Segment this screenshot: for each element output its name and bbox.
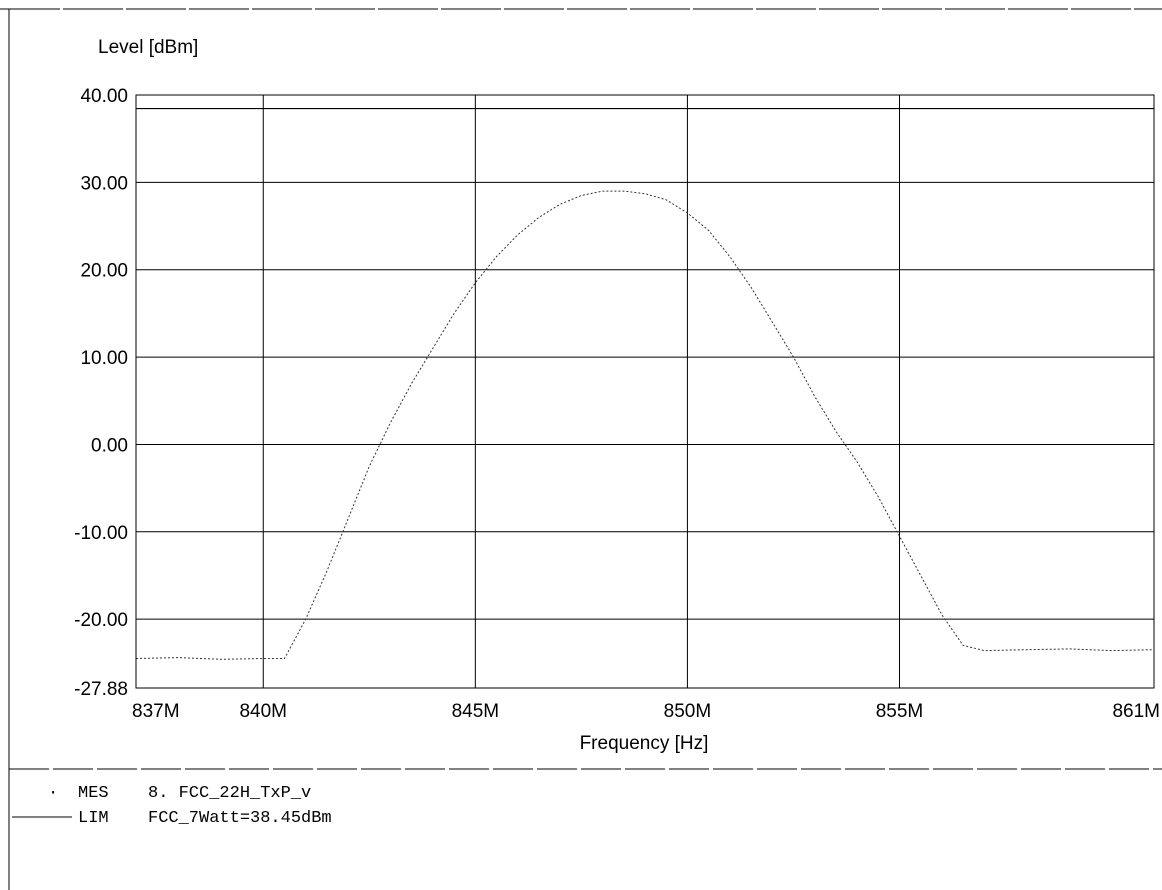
legend-mes-marker: · — [48, 784, 58, 803]
legend: · MES 8. FCC_22H_TxP_v LIM FCC_7Watt=38.… — [12, 784, 332, 828]
tick-labels: 40.00 30.00 20.00 10.00 0.00 -10.00 -20.00 -27.… — [74, 86, 1160, 722]
y-tick-label: 40.00 — [80, 86, 128, 107]
legend-lim-key: LIM — [78, 809, 109, 828]
grid — [136, 95, 1154, 688]
y-tick-label: 0.00 — [91, 435, 128, 456]
y-tick-label: 10.00 — [80, 348, 128, 369]
series-mes-line — [135, 190, 1155, 660]
y-tick-label: -20.00 — [74, 610, 128, 631]
plot-area — [135, 107, 1155, 660]
x-axis-title: Frequency [Hz] — [580, 733, 709, 754]
legend-lim-text: FCC_7Watt=38.45dBm — [148, 809, 332, 828]
y-tick-label: -27.88 — [74, 679, 128, 700]
y-tick-label: 30.00 — [80, 173, 128, 194]
y-tick-label: 20.00 — [80, 261, 128, 282]
x-tick-label: 845M — [452, 701, 500, 722]
y-axis-title: Level [dBm] — [98, 37, 198, 58]
x-tick-label: 850M — [664, 701, 712, 722]
legend-mes-key: MES — [78, 784, 109, 803]
plot-frame — [135, 94, 1155, 689]
legend-mes-text: 8. FCC_22H_TxP_v — [148, 784, 311, 803]
y-tick-label: -10.00 — [74, 523, 128, 544]
x-tick-label: 840M — [239, 701, 287, 722]
x-tick-label: 861M — [1112, 701, 1160, 722]
x-tick-label: 837M — [132, 701, 180, 722]
x-tick-label: 855M — [876, 701, 924, 722]
